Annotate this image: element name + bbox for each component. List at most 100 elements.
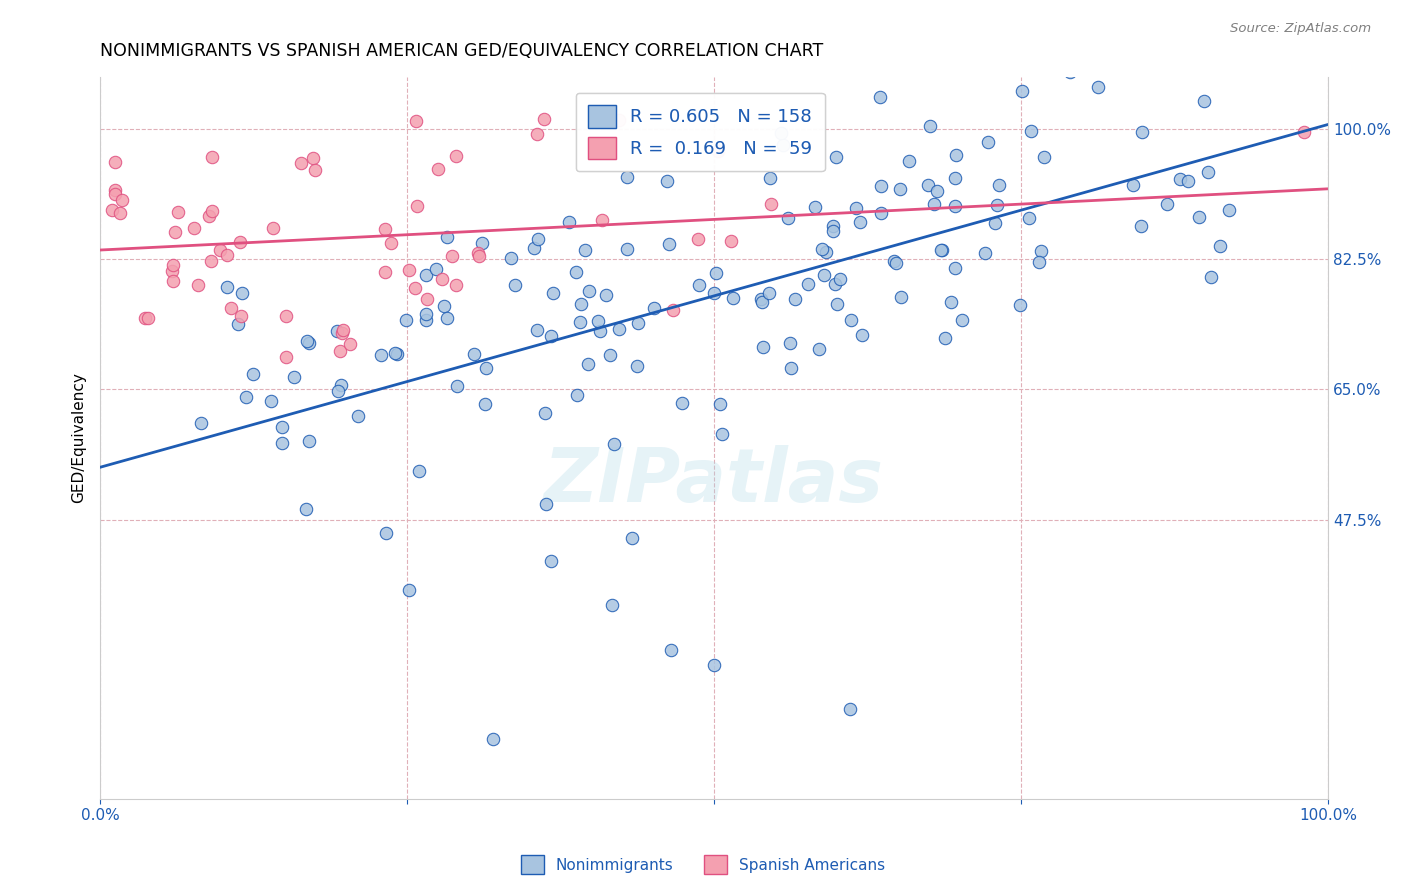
Point [298,336,321,351]
Point [984,217,1007,231]
Point [183,220,205,235]
Point [920,119,942,133]
Point [219,301,242,315]
Point [824,277,846,292]
Point [1202,8,1225,22]
Point [883,254,905,268]
Point [104,183,127,197]
Point [977,136,1000,150]
Point [574,243,596,257]
Point [1008,298,1031,312]
Point [1029,244,1052,258]
Point [943,260,966,275]
Point [720,234,742,248]
Point [329,344,352,359]
Point [707,145,730,159]
Point [226,318,249,332]
Point [1197,164,1219,178]
Point [111,194,134,208]
Point [332,323,354,337]
Point [706,266,728,280]
Point [616,169,638,184]
Point [274,309,297,323]
Point [658,236,681,251]
Point [659,643,682,657]
Point [569,297,592,311]
Point [825,150,848,164]
Point [398,263,420,277]
Point [814,244,837,259]
Point [162,274,184,288]
Point [444,278,467,293]
Point [1168,172,1191,186]
Point [851,328,873,343]
Text: NONIMMIGRANTS VS SPANISH AMERICAN GED/EQUIVALENCY CORRELATION CHART: NONIMMIGRANTS VS SPANISH AMERICAN GED/EQ… [100,42,824,60]
Point [752,340,775,354]
Point [565,265,588,279]
Point [200,253,222,268]
Point [751,295,773,310]
Point [326,324,349,338]
Point [1028,255,1050,269]
Point [671,395,693,409]
Point [262,220,284,235]
Point [950,312,973,326]
Point [134,311,156,326]
Point [759,171,782,186]
Point [405,114,427,128]
Point [526,323,548,337]
Point [588,314,610,328]
Point [235,391,257,405]
Point [501,251,523,265]
Point [1199,270,1222,285]
Point [749,292,772,306]
Point [187,277,209,292]
Point [769,126,792,140]
Point [823,219,845,233]
Point [198,209,221,223]
Point [922,197,945,211]
Point [599,348,621,362]
Point [943,170,966,185]
Point [190,417,212,431]
Point [655,174,678,188]
Point [108,206,131,220]
Point [301,151,323,165]
Point [475,360,498,375]
Point [1019,124,1042,138]
Point [1156,197,1178,211]
Point [721,291,744,305]
Point [426,161,449,176]
Point [870,178,893,193]
Legend: Nonimmigrants, Spanish Americans: Nonimmigrants, Spanish Americans [515,849,891,880]
Point [136,310,159,325]
Point [430,272,453,286]
Point [374,264,396,278]
Y-axis label: GED/Equivalency: GED/Equivalency [72,372,86,503]
Point [339,336,361,351]
Point [576,358,599,372]
Point [444,149,467,163]
Point [271,420,294,434]
Point [927,184,949,198]
Point [779,336,801,351]
Point [703,657,725,672]
Point [1032,150,1054,164]
Point [274,350,297,364]
Point [839,702,862,716]
Point [208,243,231,257]
Point [370,348,392,362]
Point [869,206,891,220]
Point [375,526,398,541]
Point [231,285,253,300]
Point [385,347,408,361]
Point [260,394,283,409]
Point [600,598,623,612]
Point [945,198,967,212]
Point [603,436,626,450]
Point [884,256,907,270]
Point [988,178,1011,193]
Point [821,224,844,238]
Point [242,367,264,381]
Point [229,310,252,324]
